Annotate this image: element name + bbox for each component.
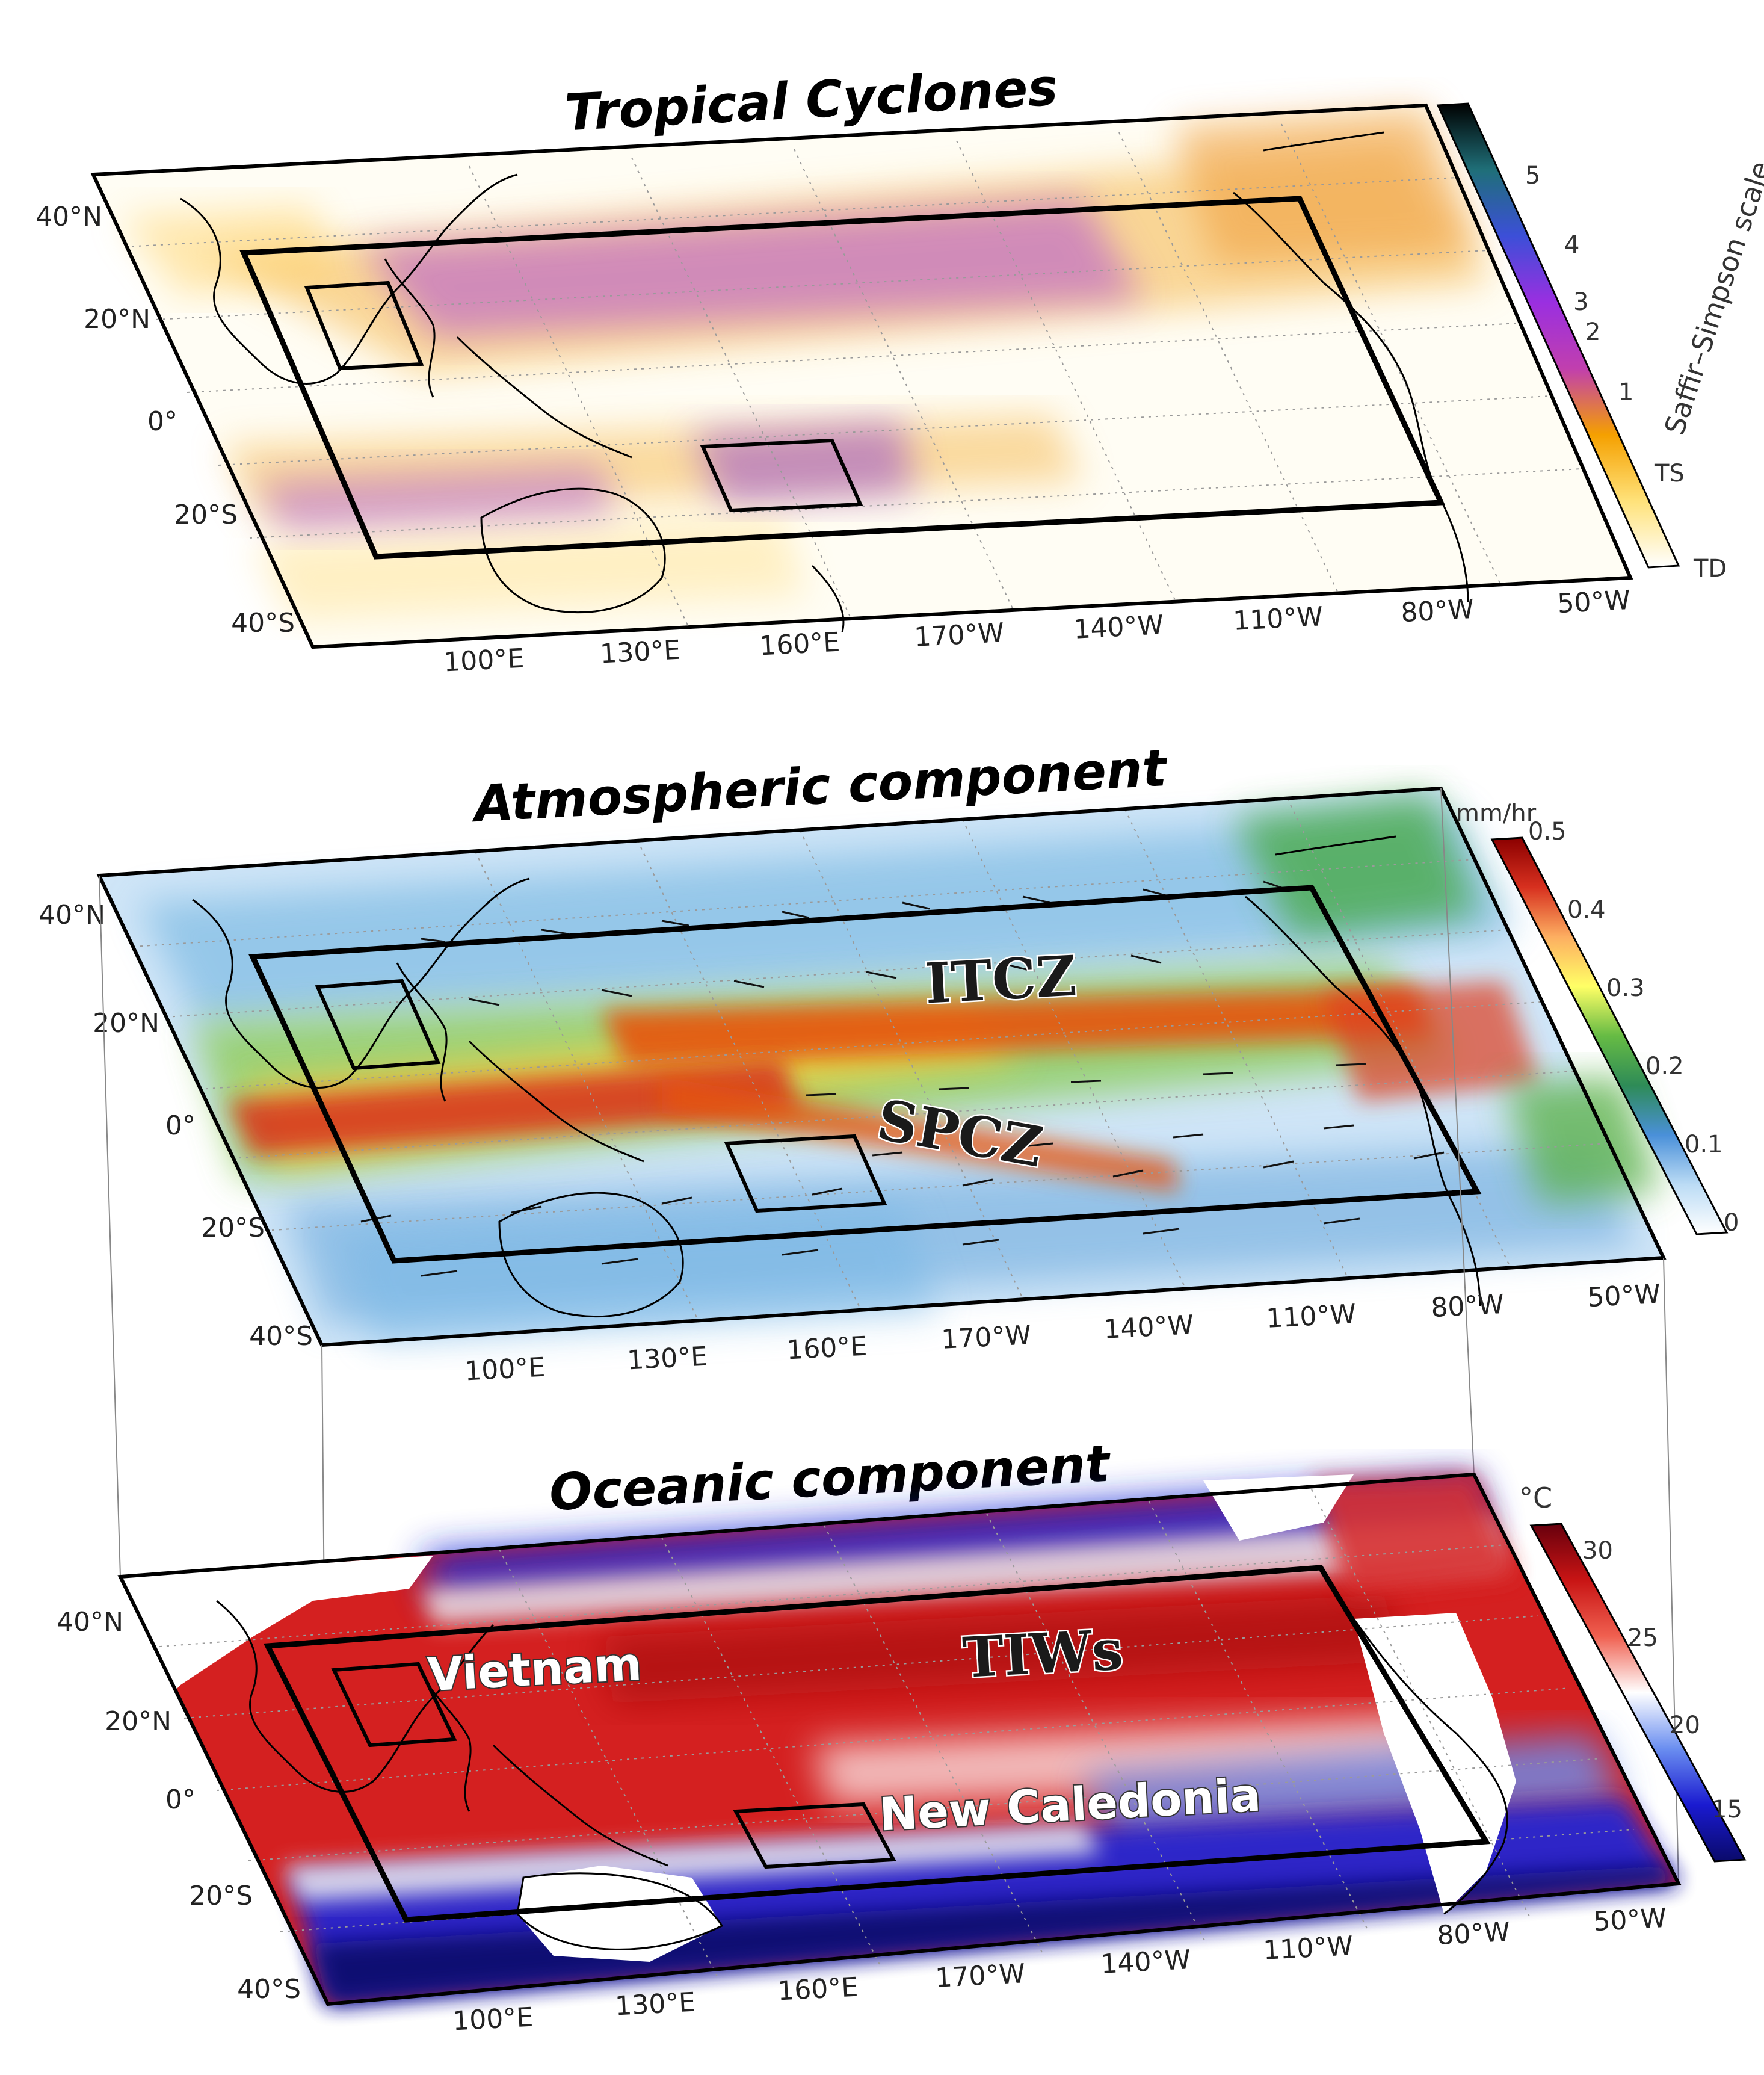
lon-tick: 160°E — [777, 1972, 859, 2007]
lat-tick: 40°S — [237, 1974, 301, 2005]
ocean-vietnam-box — [331, 1662, 457, 1748]
lon-tick: 130°E — [626, 1341, 708, 1376]
cyclones-map-frame — [90, 103, 1633, 649]
lon-tick: 110°W — [1262, 1931, 1354, 1966]
lon-tick: 80°W — [1436, 1917, 1511, 1951]
lat-tick: 20°S — [189, 1881, 253, 1911]
lat-tick: 20°N — [84, 304, 150, 335]
atmosphere-colorbar: mm/hr 0.5 0.4 0.3 0.2 0.1 0 — [1456, 800, 1739, 1237]
atmosphere-vietnam-box — [315, 979, 441, 1071]
lat-tick: 0° — [147, 406, 177, 437]
ocean-panel: Oceanic component — [57, 1434, 1747, 2037]
atmosphere-graticule — [132, 798, 1607, 1320]
lon-tick: 170°W — [913, 617, 1005, 653]
cb-tick: 20 — [1670, 1712, 1700, 1739]
cyclones-colorbar-strip — [1436, 102, 1680, 569]
cyclones-study-domain-box — [239, 196, 1445, 560]
ocean-colorbar-strip — [1529, 1523, 1747, 1863]
lon-tick: 110°W — [1232, 601, 1324, 637]
lat-tick: 20°S — [174, 499, 238, 530]
lat-tick: 0° — [165, 1784, 196, 1815]
cb-tick: 0.4 — [1567, 896, 1606, 924]
ocean-lat-ticks: 40°N 20°N 0° 20°S 40°S — [57, 1607, 301, 2005]
cyclones-coastlines — [180, 131, 1469, 632]
cb-tick: 25 — [1627, 1624, 1658, 1652]
cyclones-new-caledonia-box — [700, 438, 863, 513]
cb-tick: 5 — [1525, 162, 1540, 190]
cb-tick: TS — [1654, 460, 1685, 487]
cyclones-lon-ticks: 100°E 130°E 160°E 170°W 140°W 110°W 80°W… — [443, 585, 1631, 678]
atmosphere-colorbar-strip — [1490, 836, 1729, 1235]
lon-tick: 50°W — [1556, 585, 1631, 619]
cyclones-lat-ticks: 40°N 20°N 0° 20°S 40°S — [35, 202, 295, 639]
lon-tick: 170°W — [940, 1320, 1032, 1355]
atmosphere-new-caledonia-box — [724, 1134, 887, 1213]
cyclones-track-density — [120, 108, 1492, 620]
lat-tick: 40°N — [35, 202, 102, 232]
atmosphere-study-domain-box — [248, 885, 1482, 1264]
lat-tick: 20°S — [201, 1213, 265, 1243]
cyclones-vietnam-box — [304, 280, 424, 371]
ocean-coastlines — [216, 1600, 1508, 1950]
cb-tick: 0.3 — [1606, 974, 1645, 1002]
lon-tick: 50°W — [1587, 1279, 1661, 1313]
lon-tick: 140°W — [1100, 1944, 1191, 1980]
lon-tick: 80°W — [1400, 594, 1475, 628]
cb-tick: 15 — [1712, 1796, 1742, 1823]
cyclones-colorbar-label: Saffir–Simpson scale — [1658, 157, 1764, 439]
cb-tick: 1 — [1618, 379, 1633, 406]
ocean-new-caledonia-box — [733, 1802, 896, 1869]
lon-tick: 100°E — [443, 643, 525, 678]
cb-tick: 0.1 — [1685, 1131, 1723, 1158]
cb-tick: 0 — [1724, 1209, 1739, 1237]
cb-tick: 3 — [1573, 288, 1588, 316]
cb-tick: 0.5 — [1528, 818, 1567, 846]
lat-tick: 40°N — [57, 1607, 123, 1637]
atmosphere-panel: Atmospheric component — [39, 738, 1739, 1387]
vietnam-label: Vietnam — [427, 1637, 643, 1702]
ocean-sst-field — [283, 1474, 1679, 2004]
lon-tick: 130°E — [599, 635, 681, 670]
lon-tick: 140°W — [1103, 1310, 1194, 1345]
lat-tick: 0° — [165, 1110, 196, 1141]
cb-tick: 2 — [1585, 318, 1600, 346]
cyclones-graticule — [124, 123, 1583, 628]
lat-tick: 20°N — [105, 1706, 171, 1737]
cb-tick: 4 — [1564, 231, 1579, 259]
lon-tick: 130°E — [614, 1987, 696, 2022]
tiws-label: TIWs — [961, 1617, 1124, 1690]
lat-tick: 20°N — [93, 1008, 159, 1039]
lat-tick: 40°S — [249, 1321, 313, 1352]
lon-tick: 110°W — [1265, 1299, 1357, 1334]
atmosphere-colorbar-unit: mm/hr — [1456, 800, 1537, 827]
lon-tick: 100°E — [464, 1352, 546, 1387]
cb-tick: 0.2 — [1645, 1053, 1684, 1080]
itcz-label: ITCZ — [924, 944, 1078, 1016]
cb-tick: 30 — [1582, 1537, 1613, 1565]
ocean-lon-ticks: 100°E 130°E 160°E 170°W 140°W 110°W 80°W… — [452, 1903, 1667, 2037]
lon-tick: 140°W — [1073, 610, 1164, 645]
lon-tick: 160°E — [759, 627, 840, 662]
cb-tick: TD — [1693, 555, 1727, 583]
ocean-map-frame — [117, 1472, 1682, 2006]
ocean-colorbar-unit: °C — [1519, 1482, 1552, 1514]
lon-tick: 170°W — [934, 1958, 1026, 1994]
atmosphere-lon-ticks: 100°E 130°E 160°E 170°W 140°W 110°W 80°W… — [464, 1279, 1661, 1387]
ocean-colorbar: °C 30 25 20 15 — [1519, 1482, 1747, 1863]
lon-tick: 100°E — [452, 2002, 534, 2037]
lat-tick: 40°N — [39, 900, 105, 930]
ocean-study-domain-box — [263, 1565, 1491, 1923]
cyclones-panel: Tropical Cyclones — [35, 58, 1764, 678]
lon-tick: 50°W — [1593, 1903, 1667, 1937]
lon-tick: 160°E — [786, 1331, 868, 1366]
lon-tick: 80°W — [1430, 1289, 1505, 1323]
lat-tick: 40°S — [231, 608, 295, 639]
